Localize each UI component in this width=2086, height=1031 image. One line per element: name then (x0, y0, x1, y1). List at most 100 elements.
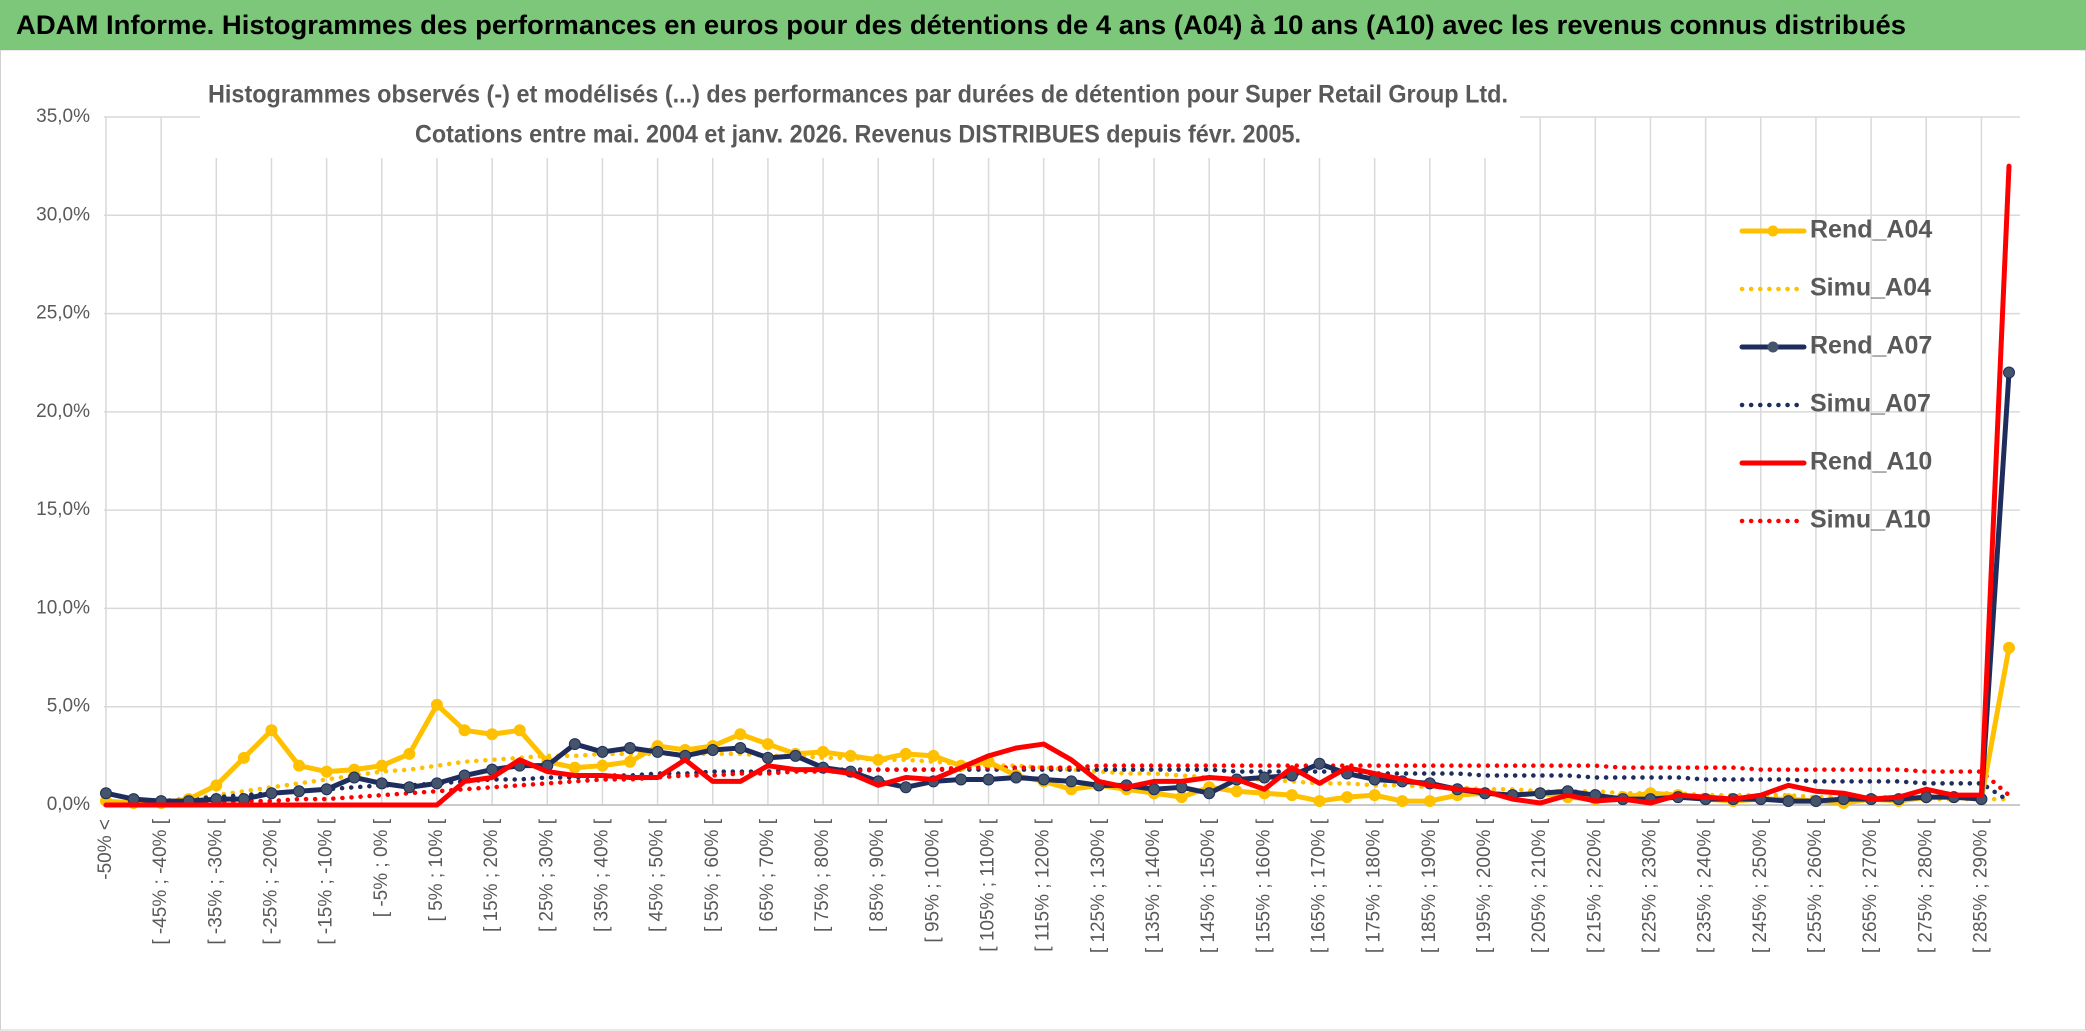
series-marker (1285, 789, 1298, 802)
series-marker (1313, 757, 1326, 770)
legend: Rend_A04 Simu_A04 Rend_A07 Simu_A07 Rend_A10… (1739, 216, 1932, 534)
series-marker (568, 761, 581, 774)
x-tick-label: [ 35% ; 40% [ (591, 818, 612, 932)
series-marker (1010, 771, 1023, 784)
series-marker (734, 728, 747, 741)
series-marker (458, 724, 471, 737)
series-marker (651, 745, 664, 758)
series-marker (293, 759, 306, 772)
series-marker (265, 787, 278, 800)
series-marker (320, 765, 333, 778)
series-marker (1920, 791, 1933, 804)
x-tick-label: [ 105% ; 110% [ (978, 818, 999, 951)
x-tick-label: [ 45% ; 50% [ (647, 818, 668, 932)
x-tick-label: [ 285% ; 290% [ (1970, 818, 1991, 953)
x-tick-label: [ 235% ; 240% [ (1695, 818, 1716, 953)
x-tick-label: [ 275% ; 280% [ (1915, 818, 1936, 953)
x-tick-label: [ 65% ; 70% [ (757, 818, 778, 932)
x-tick-label: [ 55% ; 60% [ (702, 818, 723, 932)
title-box (200, 76, 1520, 158)
series-marker (844, 749, 857, 762)
chart-title: Histogrammes observés (-) et modélisés (… (208, 81, 1508, 109)
series-marker (403, 781, 416, 794)
x-tick-label: [ 135% ; 140% [ (1143, 818, 1164, 953)
y-tick-label: 20,0% (36, 401, 90, 422)
series-marker (375, 759, 388, 772)
x-tick-label: [ 265% ; 270% [ (1860, 818, 1881, 953)
x-tick-label: [ 145% ; 150% [ (1198, 818, 1219, 953)
y-tick-label: 35,0% (36, 106, 90, 127)
series-marker (375, 777, 388, 790)
series-marker (982, 773, 995, 786)
series-marker (734, 741, 747, 754)
x-tick-label: [ 125% ; 130% [ (1088, 818, 1109, 953)
y-tick-label: 0,0% (47, 794, 90, 815)
series-marker (1396, 795, 1409, 808)
series-marker (1313, 795, 1326, 808)
x-tick-label: [ 195% ; 200% [ (1474, 818, 1495, 953)
series-marker (1230, 785, 1243, 798)
legend-label: Rend_A10 (1810, 448, 1932, 476)
series-marker (1423, 795, 1436, 808)
y-tick-label: 10,0% (36, 597, 90, 618)
x-tick-label: [ 75% ; 80% [ (812, 818, 833, 932)
x-tick-label: [ 25% ; 30% [ (536, 818, 557, 932)
y-tick-label: 30,0% (36, 204, 90, 225)
series-marker (348, 771, 361, 784)
series-marker (706, 743, 719, 756)
x-tick-label: [ 5% ; 10% [ (426, 818, 447, 921)
x-tick-label: [ 215% ; 220% [ (1584, 818, 1605, 953)
legend-marker (1767, 225, 1779, 237)
series-marker (1065, 775, 1078, 788)
series-line (103, 163, 2012, 808)
series-marker (320, 783, 333, 796)
x-tick-label: [ 185% ; 190% [ (1419, 818, 1440, 953)
legend-label: Simu_A07 (1810, 390, 1931, 418)
x-tick-label: [ 225% ; 230% [ (1639, 818, 1660, 953)
series-marker (596, 745, 609, 758)
x-tick-label: [ 85% ; 90% [ (867, 818, 888, 932)
x-tick-label: [ 15% ; 20% [ (481, 818, 502, 932)
series-marker (2003, 366, 2015, 379)
y-tick-label: 25,0% (36, 303, 90, 324)
x-tick-label: [ 205% ; 210% [ (1529, 818, 1550, 953)
x-tick-label: [ -35% ; -30% [ (205, 818, 226, 944)
legend-label: Simu_A10 (1810, 506, 1931, 534)
y-tick-label: 15,0% (36, 499, 90, 520)
series-marker (899, 747, 912, 760)
x-tick-label: [ 245% ; 250% [ (1750, 818, 1771, 953)
series-marker (624, 741, 637, 754)
series-marker (513, 724, 526, 737)
legend-label: Rend_A04 (1810, 216, 1932, 244)
series-marker (568, 738, 581, 751)
series-marker (1258, 771, 1271, 784)
series-marker (100, 787, 112, 800)
series-marker (430, 777, 443, 790)
x-tick-label: -50% < (95, 819, 116, 880)
series-marker (1368, 789, 1381, 802)
series-marker (789, 749, 802, 762)
series-marker (817, 745, 830, 758)
series-marker (1148, 783, 1161, 796)
y-tick-label: 5,0% (47, 696, 90, 717)
series-marker (1809, 795, 1822, 808)
series-line (103, 763, 2012, 808)
x-tick-label: [ -25% ; -20% [ (260, 818, 281, 944)
chart-subtitle: Cotations entre mai. 2004 et janv. 2026.… (415, 121, 1301, 149)
legend-marker (1767, 341, 1779, 353)
plot (100, 163, 2015, 810)
series-marker (2003, 641, 2015, 654)
x-tick-label: [ -45% ; -40% [ (150, 818, 171, 944)
series-marker (210, 779, 223, 792)
x-tick-label: [ 115% ; 120% [ (1033, 818, 1054, 951)
legend-label: Rend_A07 (1810, 332, 1932, 360)
series-marker (265, 724, 278, 737)
series-marker (761, 738, 774, 751)
series-marker (1203, 787, 1216, 800)
x-tick-label: [ 95% ; 100% [ (922, 818, 943, 942)
x-tick-label: [ -5% ; 0% [ (371, 818, 392, 917)
x-tick-label: [ -15% ; -10% [ (316, 818, 337, 944)
header-bar (0, 0, 2086, 50)
series-marker (1534, 787, 1547, 800)
x-tick-label: [ 175% ; 180% [ (1364, 818, 1385, 953)
